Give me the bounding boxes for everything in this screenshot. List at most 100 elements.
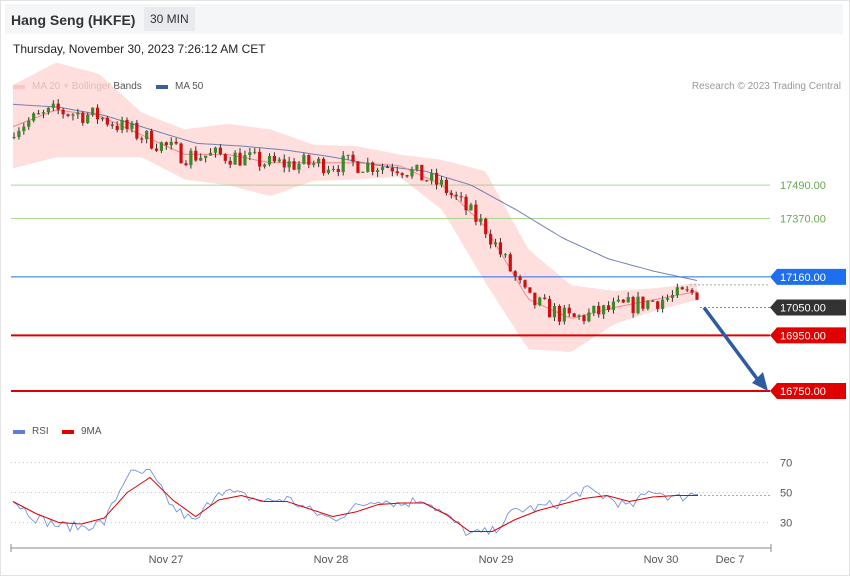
- legend-ma50[interactable]: MA 50: [156, 81, 203, 92]
- candle-body-21: [115, 125, 119, 130]
- candle-body-109: [547, 298, 552, 318]
- candle-body-104: [523, 280, 527, 288]
- candle-body-123: [616, 299, 620, 302]
- candle-body-57: [292, 161, 296, 170]
- candle-body-83: [420, 164, 424, 181]
- candle-body-60: [307, 155, 311, 165]
- candle-body-125: [626, 297, 630, 303]
- level-label-1: 17370.00: [780, 213, 826, 225]
- interval-button[interactable]: 30 MIN: [144, 7, 195, 31]
- candle-body-78: [395, 171, 399, 174]
- candle-body-13: [76, 112, 80, 115]
- candle-body-133: [665, 297, 670, 300]
- candle-body-47: [243, 155, 247, 166]
- candle-body-42: [218, 147, 222, 155]
- candle-body-117: [587, 312, 591, 322]
- candle-body-0: [12, 136, 16, 138]
- candle-body-1: [17, 130, 21, 137]
- header-bar: Hang Seng (HKFE) 30 MIN: [5, 4, 843, 34]
- candle-body-35: [184, 163, 188, 166]
- candle-body-52: [267, 156, 272, 165]
- candle-body-34: [179, 143, 183, 164]
- candle-body-23: [125, 119, 129, 129]
- candle-body-91: [459, 196, 463, 198]
- candle-body-136: [680, 287, 684, 290]
- candle-body-74: [376, 170, 380, 172]
- candle-body-80: [405, 175, 409, 177]
- legend-9ma[interactable]: 9MA: [62, 426, 102, 437]
- candle-body-24: [130, 122, 134, 129]
- candlesticks: [12, 99, 699, 326]
- candle-body-38: [199, 157, 203, 161]
- candle-body-31: [164, 142, 168, 146]
- x-tick-label-4: Dec 7: [716, 554, 745, 566]
- candle-body-28: [149, 130, 154, 149]
- chart-datetime: Thursday, November 30, 2023 7:26:12 AM C…: [13, 42, 266, 56]
- candle-body-132: [661, 299, 665, 309]
- bollinger-band: [13, 62, 697, 352]
- candle-body-84: [425, 180, 429, 182]
- candle-body-64: [326, 169, 331, 174]
- level-tag-4: [770, 383, 846, 400]
- candle-body-92: [464, 196, 468, 211]
- candle-body-111: [557, 305, 562, 322]
- candle-body-116: [582, 315, 586, 322]
- candle-body-81: [410, 169, 414, 177]
- candle-body-48: [248, 152, 252, 156]
- candle-body-7: [46, 107, 50, 113]
- legend-rsi[interactable]: RSI: [13, 426, 49, 437]
- candle-body-49: [253, 151, 257, 153]
- candle-body-126: [631, 297, 635, 314]
- candle-body-131: [656, 301, 660, 309]
- candle-body-135: [675, 287, 679, 295]
- candle-body-79: [400, 173, 404, 176]
- current-price-label: 17050.00: [780, 303, 826, 315]
- rsi-panel: 70 50 30: [11, 458, 792, 537]
- candle-body-89: [449, 192, 453, 195]
- candle-body-53: [272, 156, 277, 162]
- candle-body-56: [287, 161, 291, 168]
- candle-body-32: [169, 141, 173, 146]
- rsi-tick-label-1: 50: [780, 488, 792, 500]
- candle-body-18: [100, 117, 105, 120]
- forecast-arrow: [702, 306, 768, 392]
- candle-body-4: [32, 113, 36, 121]
- candle-body-54: [277, 159, 281, 162]
- candle-body-16: [91, 107, 95, 115]
- candle-body-65: [331, 168, 335, 170]
- candle-body-118: [592, 305, 596, 313]
- forecast-arrow-shaft: [702, 306, 760, 382]
- candle-body-29: [154, 148, 159, 151]
- forecast-arrow-head: [752, 372, 768, 392]
- x-tick-label-2: Nov 29: [479, 554, 514, 566]
- candle-body-9: [56, 103, 60, 110]
- rsi-tick-label-0: 70: [780, 458, 792, 470]
- candle-body-139: [695, 292, 699, 300]
- candle-body-88: [444, 179, 449, 193]
- candle-body-5: [36, 113, 41, 115]
- level-label-0: 17490.00: [780, 180, 826, 192]
- candle-body-98: [493, 242, 498, 245]
- candle-body-90: [454, 194, 458, 197]
- candle-body-86: [434, 172, 439, 185]
- rsi-series-1: [12, 476, 698, 532]
- legend-ma50-label: MA 50: [175, 81, 204, 92]
- level-label-3: 16950.00: [780, 330, 826, 342]
- candle-body-72: [366, 162, 370, 172]
- candle-body-128: [641, 296, 645, 309]
- rsi-tick-label-2: 30: [780, 518, 792, 530]
- current-price-tag: [770, 299, 846, 316]
- candle-body-66: [336, 168, 340, 173]
- candle-body-119: [597, 305, 601, 315]
- candle-body-6: [41, 112, 46, 114]
- level-tag-3: [770, 327, 846, 344]
- candle-body-101: [508, 254, 512, 272]
- candle-body-103: [518, 276, 522, 281]
- instrument-title: Hang Seng (HKFE): [11, 12, 136, 28]
- candle-body-124: [621, 299, 625, 303]
- candle-body-105: [528, 287, 532, 293]
- candle-body-69: [351, 154, 355, 162]
- candle-body-33: [174, 141, 178, 144]
- candle-body-95: [479, 218, 483, 222]
